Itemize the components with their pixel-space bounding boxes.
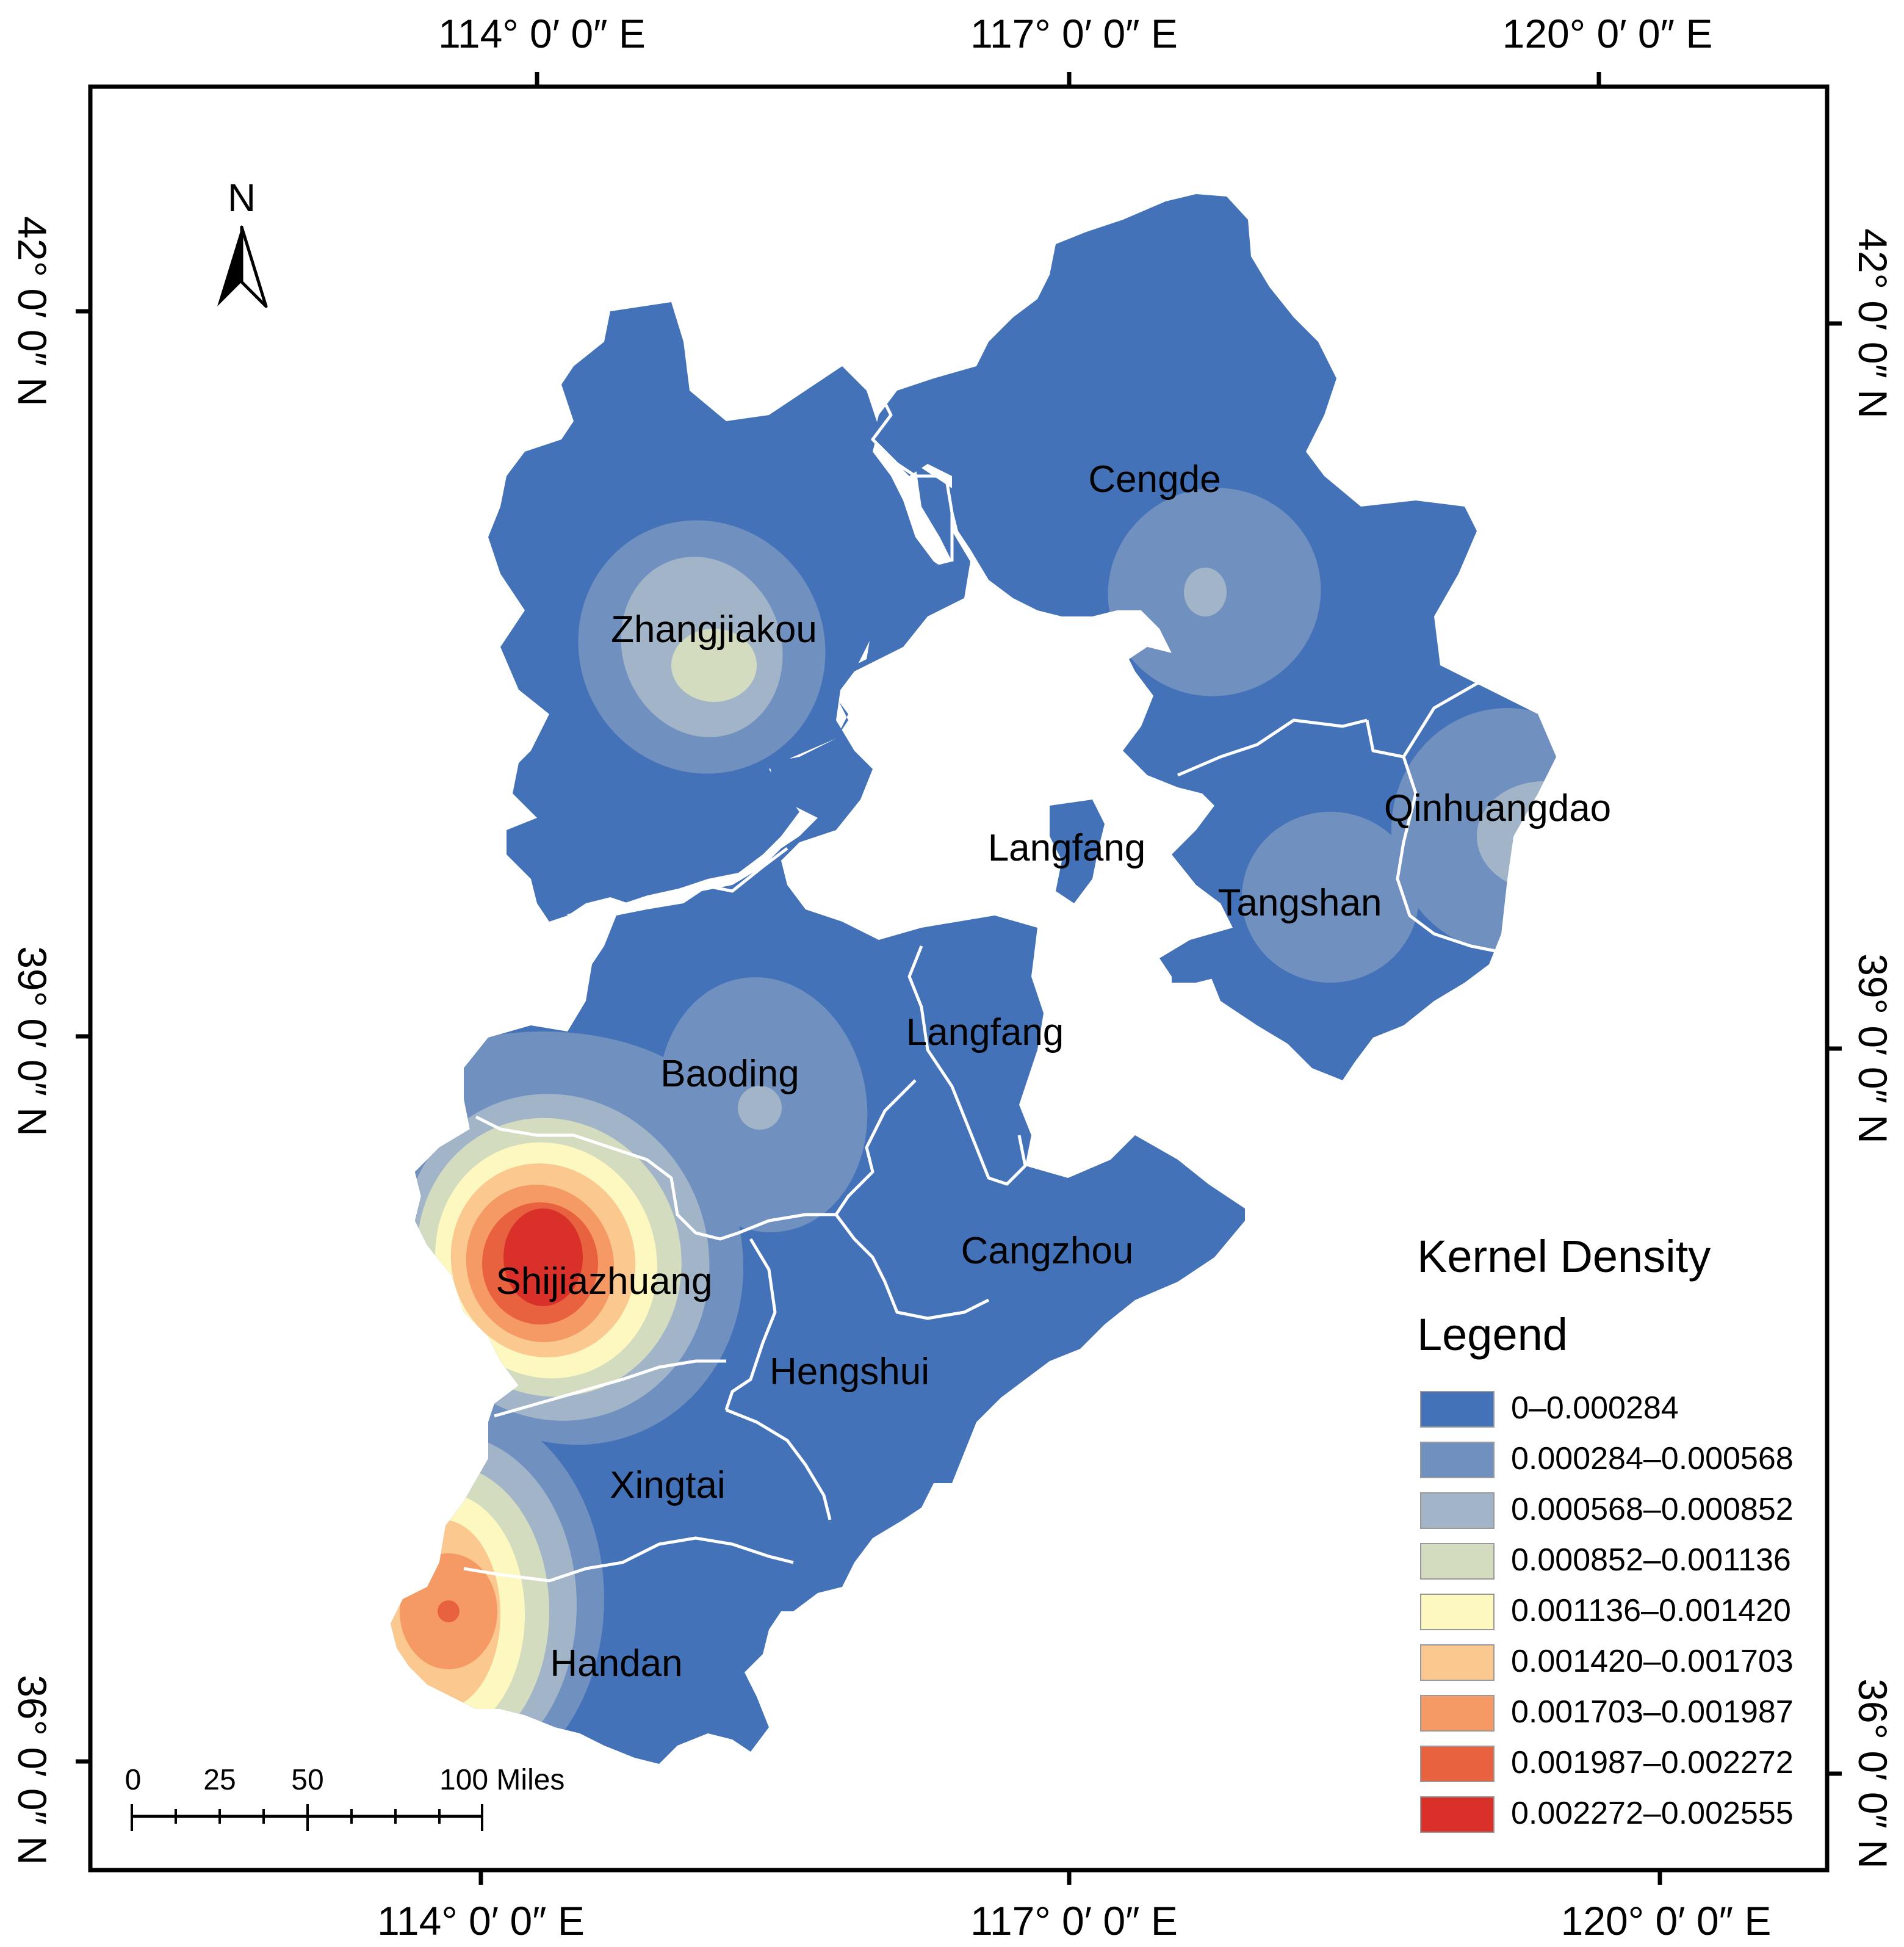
city-label-langfang-south: Langfang [906,1011,1064,1053]
legend-label-3: 0.000852–0.001136 [1511,1542,1791,1578]
legend-label-5: 0.001420–0.001703 [1511,1644,1794,1679]
boundary-shijiazhuang-north [475,1115,836,1241]
bottom-axis-label-114: 114° 0′ 0″ E [377,1898,585,1943]
boundary-tangshan-cengde [1177,718,1368,777]
left-axis-label-42: 42° 0′ 0″ N [10,216,55,406]
density-zhangjiakou-3 [671,629,757,702]
top-axis-label-120: 120° 0′ 0″ E [1502,11,1713,56]
boundary-tangshan-qinhuangdao [1365,670,1502,759]
density-tangshan-1 [1242,812,1419,983]
legend-title-line2: Legend [1417,1309,1568,1360]
boundary-baoding-cangzhou [834,1079,917,1216]
boundary-xingtai-hengshui [726,1408,832,1520]
city-label-baoding: Baoding [660,1053,799,1095]
right-axis-label-42: 42° 0′ 0″ N [1850,228,1895,419]
left-axis-label-36: 36° 0′ 0″ N [10,1675,55,1865]
density-shijiazhuang-8 [503,1208,583,1306]
city-label-xingtai: Xingtai [610,1464,726,1506]
north-label: N [228,176,256,220]
north-arrow-icon [217,227,242,306]
legend-swatch-4 [1420,1594,1495,1630]
legend-label-1: 0.000284–0.000568 [1511,1441,1794,1476]
legend-swatch-8 [1420,1796,1495,1833]
legend-swatch-0 [1420,1391,1495,1428]
scale-label-0: 0 [125,1764,142,1796]
north-arrow-outline [240,225,268,308]
frame-ticks [76,72,1842,1885]
city-label-zhangjiakou: Zhangjiakou [611,609,817,651]
legend-label-2: 0.000568–0.000852 [1511,1492,1794,1527]
legend: Kernel Density Legend 0–0.000284 0.000284… [1417,1231,1794,1833]
scale-bar: 0 25 50 100 Miles [125,1764,564,1831]
city-label-tangshan: Tangshan [1218,882,1382,924]
boundary-shijiazhuang-hengshui [724,1238,777,1411]
scale-bar-ticks [131,1804,483,1831]
north-arrow: N [217,176,268,308]
boundary-tangshan-qinhuangdao-2 [1396,756,1502,954]
city-label-cangzhou: Cangzhou [961,1230,1134,1272]
legend-label-4: 0.001136–0.001420 [1511,1593,1791,1628]
city-label-cengde: Cengde [1088,458,1221,500]
legend-swatch-7 [1420,1746,1495,1782]
boundary-langfang-strip [907,945,1027,1186]
legend-label-8: 0.002272–0.002555 [1511,1796,1794,1831]
left-axis-label-39: 39° 0′ 0″ N [10,946,55,1136]
scale-label-100-miles: 100 Miles [439,1764,564,1796]
legend-label-7: 0.001987–0.002272 [1511,1745,1794,1780]
legend-swatch-5 [1420,1644,1495,1681]
legend-swatch-2 [1420,1492,1495,1529]
density-baoding-2 [738,1086,782,1130]
scale-label-25: 25 [203,1764,236,1796]
city-label-handan: Handan [550,1642,682,1685]
legend-swatch-1 [1420,1442,1495,1478]
city-label-hengshui: Hengshui [770,1351,929,1393]
right-axis-label-36: 36° 0′ 0″ N [1850,1678,1895,1869]
legend-swatch-3 [1420,1543,1495,1580]
top-axis-label-114: 114° 0′ 0″ E [438,11,646,56]
density-handan-7 [438,1600,460,1622]
boundary-zhangjiakou-baoding [567,847,788,917]
bottom-axis-label-117: 117° 0′ 0″ E [970,1898,1178,1943]
prefecture-boundaries [463,389,1502,1583]
legend-label-0: 0–0.000284 [1511,1390,1679,1426]
boundary-xingtai-handan [463,1536,794,1583]
legend-label-6: 0.001703–0.001987 [1511,1694,1794,1730]
density-cengde-2 [1184,568,1227,616]
legend-title-line1: Kernel Density [1417,1231,1711,1282]
boundary-hengshui-cangzhou [835,1213,990,1320]
right-axis-label-39: 39° 0′ 0″ N [1850,953,1895,1144]
city-label-shijiazhuang: Shijiazhuang [496,1260,712,1302]
legend-swatch-6 [1420,1695,1495,1732]
city-label-qinhuangdao: Qinhuangdao [1384,787,1611,829]
top-axis-label-117: 117° 0′ 0″ E [970,11,1178,56]
bottom-axis-label-120: 120° 0′ 0″ E [1561,1898,1772,1943]
legend-items: 0–0.000284 0.000284–0.000568 0.000568–0.00… [1420,1390,1794,1833]
city-label-langfang-north: Langfang [988,827,1146,869]
boundary-shijiazhuang-xingtai [494,1359,726,1418]
boundary-zhangjiakou-cengde [871,389,954,562]
scale-label-50: 50 [291,1764,323,1796]
